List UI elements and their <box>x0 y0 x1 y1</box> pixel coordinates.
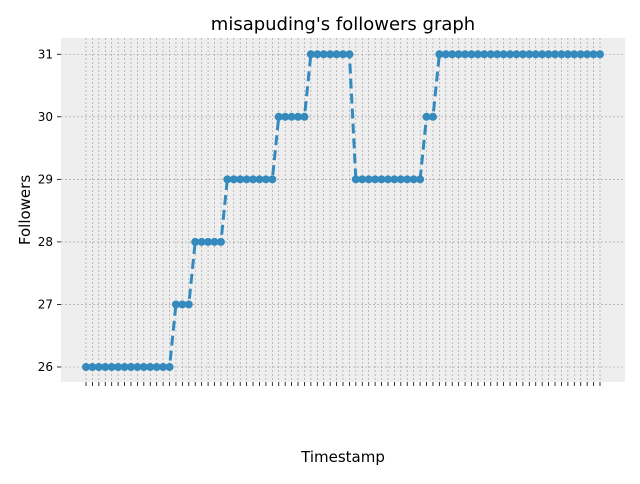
marker <box>525 50 534 59</box>
marker <box>261 175 270 184</box>
marker <box>377 175 386 184</box>
marker <box>319 50 328 59</box>
y-tick-label: 31 <box>38 47 53 61</box>
marker <box>531 50 540 59</box>
marker <box>383 175 392 184</box>
marker <box>422 112 431 121</box>
marker <box>249 175 258 184</box>
marker <box>538 50 547 59</box>
marker <box>229 175 238 184</box>
marker <box>242 175 251 184</box>
y-axis-label: Followers <box>16 175 34 245</box>
marker <box>332 50 341 59</box>
marker <box>139 362 148 371</box>
marker <box>448 50 457 59</box>
y-tick-label: 26 <box>38 360 53 374</box>
marker <box>467 50 476 59</box>
marker <box>409 175 418 184</box>
marker <box>107 362 116 371</box>
marker <box>589 50 598 59</box>
marker <box>114 362 123 371</box>
marker <box>480 50 489 59</box>
marker <box>94 362 103 371</box>
marker <box>326 50 335 59</box>
marker <box>563 50 572 59</box>
marker <box>499 50 508 59</box>
marker <box>287 112 296 121</box>
marker <box>512 50 521 59</box>
marker <box>358 175 367 184</box>
y-tick-label: 28 <box>38 235 53 249</box>
marker <box>396 175 405 184</box>
marker <box>306 50 315 59</box>
marker <box>506 50 515 59</box>
chart-title: misapuding's followers graph <box>211 14 475 35</box>
marker <box>313 50 322 59</box>
marker <box>403 175 412 184</box>
y-tick-label: 29 <box>38 172 53 186</box>
marker <box>557 50 566 59</box>
marker <box>281 112 290 121</box>
marker <box>544 50 553 59</box>
marker <box>428 112 437 121</box>
marker <box>461 50 470 59</box>
marker <box>197 237 206 246</box>
marker <box>518 50 527 59</box>
marker <box>223 175 232 184</box>
marker <box>390 175 399 184</box>
marker <box>364 175 373 184</box>
marker <box>184 300 193 309</box>
marker <box>454 50 463 59</box>
marker <box>165 362 174 371</box>
marker <box>133 362 142 371</box>
marker <box>570 50 579 59</box>
marker <box>486 50 495 59</box>
marker <box>339 50 347 59</box>
marker <box>178 300 187 309</box>
marker <box>351 175 360 184</box>
marker <box>345 50 354 59</box>
marker <box>216 237 225 246</box>
marker <box>120 362 129 371</box>
marker <box>191 237 200 246</box>
marker <box>274 112 283 121</box>
x-axis-label: Timestamp <box>300 448 385 466</box>
marker <box>82 362 90 371</box>
y-tick-label: 27 <box>38 297 53 311</box>
marker <box>236 175 245 184</box>
marker <box>576 50 585 59</box>
marker <box>146 362 155 371</box>
marker <box>596 50 604 59</box>
marker <box>210 237 219 246</box>
y-tick-label: 30 <box>38 110 53 124</box>
marker <box>255 175 264 184</box>
marker <box>441 50 450 59</box>
marker <box>371 175 380 184</box>
marker <box>126 362 135 371</box>
marker <box>473 50 482 59</box>
marker <box>294 112 303 121</box>
marker <box>152 362 161 371</box>
marker <box>101 362 110 371</box>
marker <box>171 300 180 309</box>
marker <box>300 112 309 121</box>
marker <box>551 50 560 59</box>
marker <box>493 50 502 59</box>
marker <box>88 362 97 371</box>
marker <box>416 175 425 184</box>
marker <box>583 50 592 59</box>
marker <box>204 237 213 246</box>
marker <box>268 175 277 184</box>
marker <box>159 362 168 371</box>
marker <box>435 50 444 59</box>
